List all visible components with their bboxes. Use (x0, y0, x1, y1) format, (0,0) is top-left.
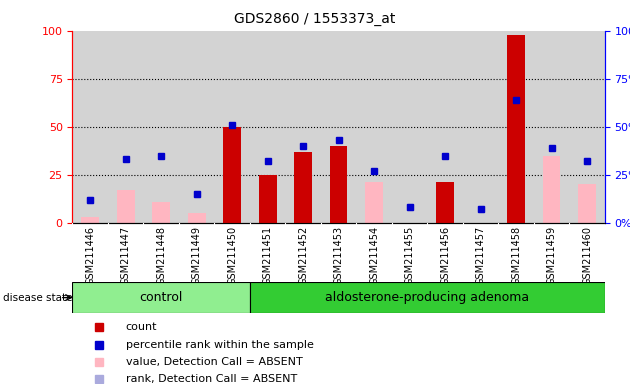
Bar (81, 217, 99, 223)
Text: GSM211456: GSM211456 (440, 226, 450, 285)
Bar (250, 282, 605, 313)
Bar (259, 175, 277, 223)
Text: GSM211452: GSM211452 (298, 226, 308, 285)
Text: GSM211447: GSM211447 (121, 226, 130, 285)
Text: GSM211448: GSM211448 (156, 226, 166, 285)
Text: value, Detection Call = ABSENT: value, Detection Call = ABSENT (126, 357, 302, 367)
Text: control: control (139, 291, 183, 304)
Bar (365, 182, 383, 223)
Text: percentile rank within the sample: percentile rank within the sample (126, 339, 314, 349)
Bar (223, 127, 241, 223)
Text: count: count (126, 322, 158, 332)
Bar (294, 152, 312, 223)
Bar (152, 202, 170, 223)
Bar (507, 35, 525, 223)
Text: GSM211460: GSM211460 (582, 226, 592, 285)
Text: GSM211449: GSM211449 (192, 226, 202, 285)
Text: GSM211450: GSM211450 (227, 226, 237, 285)
Text: GSM211453: GSM211453 (334, 226, 343, 285)
Bar (436, 182, 454, 223)
Bar (329, 146, 348, 223)
Text: aldosterone-producing adenoma: aldosterone-producing adenoma (325, 291, 529, 304)
Bar (188, 213, 205, 223)
Text: GSM211459: GSM211459 (547, 226, 556, 285)
Bar (578, 184, 596, 223)
Text: GDS2860 / 1553373_at: GDS2860 / 1553373_at (234, 12, 396, 25)
Text: GSM211446: GSM211446 (85, 226, 95, 285)
Bar (117, 190, 135, 223)
Text: GSM211454: GSM211454 (369, 226, 379, 285)
Text: disease state: disease state (3, 293, 72, 303)
Text: GSM211458: GSM211458 (511, 226, 521, 285)
Text: GSM211455: GSM211455 (404, 226, 415, 285)
Text: GSM211457: GSM211457 (476, 226, 486, 285)
Text: GSM211451: GSM211451 (263, 226, 273, 285)
Bar (542, 156, 561, 223)
Text: rank, Detection Call = ABSENT: rank, Detection Call = ABSENT (126, 374, 297, 384)
Bar (72, 282, 250, 313)
